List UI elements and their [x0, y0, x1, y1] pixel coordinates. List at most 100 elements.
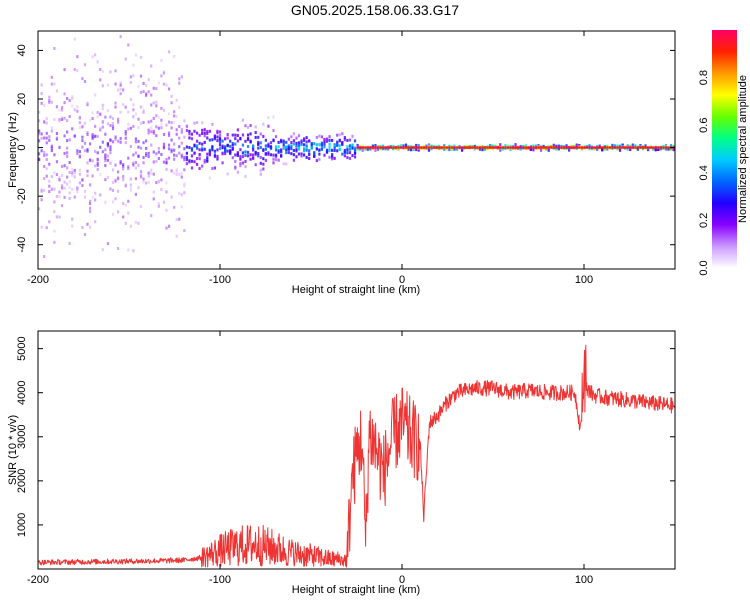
- heatmap-cell: [170, 101, 173, 105]
- heatmap-cell: [328, 145, 331, 149]
- heatmap-cell: [129, 177, 132, 181]
- heatmap-cell: [297, 152, 301, 156]
- heatmap-cell: [341, 141, 344, 145]
- heatmap-cell: [94, 134, 97, 138]
- heatmap-cell: [86, 161, 89, 165]
- heatmap-cell: [443, 146, 446, 149]
- heatmap-cell: [119, 161, 122, 165]
- y-tick-label: -20: [16, 188, 28, 204]
- heatmap-cell: [40, 149, 43, 153]
- heatmap-cell: [277, 149, 280, 153]
- heatmap-cell: [173, 171, 176, 175]
- heatmap-cell: [96, 115, 99, 119]
- heatmap-cell: [511, 144, 515, 148]
- heatmap-cell: [122, 88, 125, 92]
- heatmap-cell: [611, 144, 614, 148]
- y-tick-label: 4000: [16, 380, 28, 404]
- heatmap-cell: [96, 110, 99, 114]
- heatmap-cell: [208, 153, 211, 157]
- heatmap-cell: [127, 199, 130, 203]
- heatmap-cell: [68, 138, 71, 142]
- heatmap-cell: [99, 113, 102, 117]
- heatmap-cell: [38, 158, 41, 162]
- heatmap-cell: [160, 126, 163, 130]
- heatmap-cell: [150, 168, 153, 172]
- heatmap-cell: [173, 205, 176, 209]
- heatmap-cell: [234, 133, 237, 137]
- heatmap-cell: [167, 120, 171, 124]
- heatmap-cell: [262, 157, 265, 161]
- snr-x-ticks: -200 -100 0 100: [27, 331, 593, 586]
- heatmap-cell: [180, 193, 183, 197]
- heatmap-cell: [236, 139, 239, 143]
- heatmap-cell: [430, 147, 433, 151]
- heatmap-cell: [254, 125, 257, 129]
- heatmap-cell: [132, 63, 135, 67]
- heatmap-cell: [226, 136, 229, 140]
- heatmap-cell: [211, 122, 214, 126]
- heatmap-cell: [83, 233, 87, 237]
- heatmap-cell: [336, 133, 339, 137]
- heatmap-cell: [280, 148, 283, 152]
- heatmap-cell: [104, 115, 107, 119]
- heatmap-cell: [132, 115, 135, 119]
- heatmap-cell: [626, 146, 630, 149]
- heatmap-cell: [155, 134, 158, 138]
- heatmap-cell: [310, 143, 313, 147]
- heatmap-cell: [348, 138, 352, 142]
- heatmap-cell: [458, 146, 461, 149]
- heatmap-cell: [241, 118, 245, 122]
- heatmap-cell: [208, 149, 211, 153]
- heatmap-cell: [302, 149, 306, 153]
- heatmap-cell: [641, 147, 645, 151]
- heatmap-cell: [116, 177, 120, 181]
- heatmap-cell: [58, 145, 61, 149]
- heatmap-cell: [644, 146, 647, 149]
- heatmap-cell: [106, 142, 109, 146]
- heatmap-cell: [606, 144, 609, 148]
- heatmap-cell: [308, 153, 311, 157]
- heatmap-cell: [58, 178, 61, 182]
- heatmap-cell: [66, 182, 69, 186]
- spectrogram-y-label: Frequency (Hz): [7, 112, 19, 188]
- heatmap-cell: [167, 147, 171, 151]
- heatmap-cell: [427, 146, 431, 149]
- heatmap-cell: [348, 156, 352, 160]
- heatmap-cell: [343, 150, 346, 154]
- y-tick-label: 20: [16, 93, 28, 105]
- heatmap-cell: [221, 146, 224, 150]
- heatmap-cell: [292, 153, 295, 157]
- heatmap-cell: [53, 210, 56, 214]
- heatmap-cell: [38, 110, 41, 114]
- heatmap-cell: [432, 146, 436, 149]
- heatmap-cell: [83, 63, 87, 67]
- heatmap-cell: [664, 147, 668, 151]
- heatmap-cell: [119, 92, 122, 96]
- heatmap-cell: [331, 157, 334, 161]
- heatmap-cell: [94, 191, 97, 195]
- heatmap-cell: [155, 104, 158, 108]
- heatmap-cell: [78, 181, 81, 185]
- heatmap-cell: [613, 146, 617, 149]
- heatmap-cell: [297, 134, 301, 138]
- heatmap-cell: [338, 147, 341, 151]
- heatmap-cell: [509, 148, 512, 152]
- heatmap-cell: [60, 173, 64, 177]
- heatmap-cell: [417, 144, 420, 148]
- heatmap-cell: [142, 156, 145, 160]
- heatmap-cell: [165, 208, 168, 212]
- heatmap-cell: [417, 148, 420, 152]
- heatmap-cell: [96, 167, 99, 171]
- heatmap-cell: [224, 152, 227, 156]
- heatmap-cell: [63, 164, 66, 168]
- heatmap-cell: [221, 161, 224, 165]
- heatmap-cell: [68, 98, 71, 102]
- heatmap-cell: [106, 122, 109, 126]
- heatmap-cell: [346, 145, 349, 149]
- heatmap-cell: [78, 126, 81, 130]
- heatmap-cell: [157, 81, 160, 85]
- heatmap-cell: [259, 132, 262, 136]
- heatmap-cell: [552, 143, 555, 147]
- heatmap-cell: [264, 147, 267, 151]
